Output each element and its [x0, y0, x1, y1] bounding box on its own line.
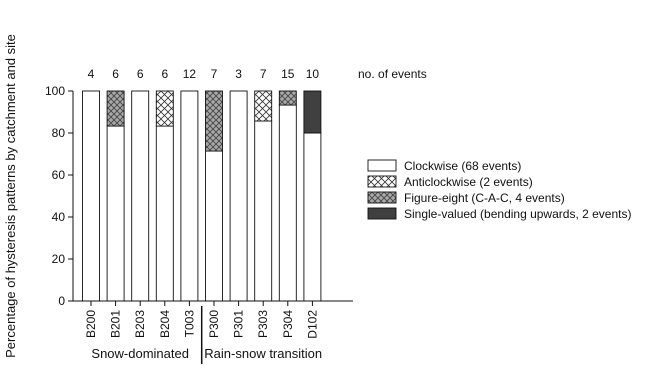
x-tick-label: B204: [158, 310, 172, 338]
event-count: 10: [306, 67, 320, 81]
bars: [82, 90, 322, 302]
event-count-label: no. of events: [358, 67, 427, 81]
y-tick-label: 60: [52, 168, 66, 182]
bar-segment: [303, 90, 322, 134]
bar-segment: [82, 90, 100, 302]
legend-label: Single-valued (bending upwards, 2 events…: [404, 207, 631, 221]
event-count: 3: [235, 67, 242, 81]
event-count: 12: [183, 67, 197, 81]
x-tick-label: P300: [207, 310, 221, 338]
event-count: 15: [281, 67, 295, 81]
bar-segment: [131, 90, 150, 302]
event-count: 4: [88, 67, 95, 81]
x-axis: B200 B201 B203 B204 T003 P300 P301 P303 P304 D102: [73, 300, 353, 339]
legend-swatch: [367, 191, 397, 204]
event-count: 6: [137, 67, 144, 81]
bar-segment: [254, 120, 273, 302]
legend-swatch: [367, 207, 397, 220]
event-count: 6: [161, 67, 168, 81]
event-count: 6: [112, 67, 119, 81]
bar-segment: [106, 90, 125, 127]
x-tick-label: P304: [281, 310, 295, 338]
legend-label: Clockwise (68 events): [404, 159, 521, 173]
event-counts: 4 6 6 6 12 7 3 7 15 10: [88, 67, 320, 81]
y-tick-label: 0: [58, 294, 65, 308]
y-tick-label: 20: [52, 252, 66, 266]
bar-segment: [205, 150, 223, 302]
bar-segment: [303, 132, 322, 302]
x-tick-label: B203: [133, 310, 147, 338]
bar-segment: [254, 90, 273, 122]
bar-segment: [278, 104, 297, 302]
y-tick-label: 40: [52, 210, 66, 224]
event-count: 7: [260, 67, 267, 81]
x-tick-label: T003: [182, 310, 196, 338]
y-axis-label: Percentage of hysteresis patterns by cat…: [3, 34, 18, 358]
y-tick-label: 100: [45, 84, 65, 98]
event-count: 7: [211, 67, 218, 81]
legend-label: Anticlockwise (2 events): [404, 175, 533, 189]
legend-label: Figure-eight (C-A-C, 4 events): [404, 191, 565, 205]
bar-segment: [278, 90, 297, 106]
x-tick-label: B201: [109, 310, 123, 338]
bar-segment: [180, 90, 199, 302]
legend-swatch: [367, 159, 397, 172]
legend-swatch: [367, 175, 397, 188]
group-label: Rain-snow transition: [204, 346, 322, 361]
bar-segment: [155, 125, 174, 302]
site-groups: Snow-dominated Rain-snow transition: [91, 306, 322, 364]
y-axis: 0 20 40 60 80 100: [45, 84, 74, 308]
x-tick-label: D102: [305, 310, 319, 339]
x-tick-label: P303: [256, 310, 270, 338]
group-label: Snow-dominated: [91, 346, 189, 361]
legend: Clockwise (68 events) Anticlockwise (2 ev…: [367, 159, 631, 221]
y-tick-label: 80: [52, 126, 66, 140]
bar-segment: [229, 90, 248, 302]
bar-segment: [155, 90, 174, 127]
bar-segment: [106, 125, 125, 302]
bar-segment: [205, 90, 223, 152]
x-tick-label: B200: [84, 310, 98, 338]
x-tick-label: P301: [232, 310, 246, 338]
